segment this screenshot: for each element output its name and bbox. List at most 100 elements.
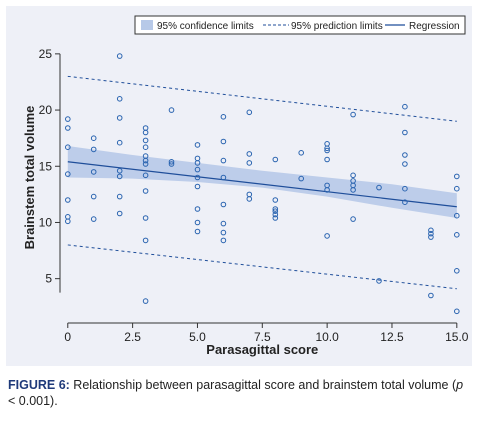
y-tick-label: 25 — [39, 47, 53, 61]
data-point — [142, 237, 149, 244]
data-point — [350, 111, 356, 118]
data-point — [402, 199, 408, 205]
data-point — [116, 53, 123, 59]
data-point — [220, 220, 227, 227]
legend-prediction-label: 95% prediction limits — [291, 21, 383, 32]
prediction-upper-line — [67, 75, 457, 122]
data-point — [142, 157, 149, 164]
y-tick-label: 20 — [39, 103, 53, 117]
data-point — [428, 234, 434, 240]
data-point — [194, 183, 201, 190]
data-point — [454, 185, 460, 192]
data-point — [65, 171, 71, 177]
x-tick-label: 0 — [64, 330, 71, 344]
data-point — [454, 173, 460, 180]
data-point — [246, 160, 253, 166]
data-point — [65, 214, 71, 220]
data-point — [402, 161, 408, 167]
data-point — [65, 218, 71, 225]
legend-regression-label: Regression — [409, 21, 460, 32]
data-point — [142, 129, 149, 136]
x-tick-label: 12.5 — [380, 330, 404, 344]
data-point — [272, 156, 279, 163]
data-point — [116, 210, 123, 217]
data-point — [428, 227, 434, 234]
data-point — [142, 298, 149, 304]
data-point — [376, 278, 382, 284]
data-point — [194, 160, 201, 166]
data-point — [65, 197, 71, 203]
data-point — [324, 145, 330, 152]
data-point — [324, 141, 330, 147]
data-point — [168, 107, 175, 113]
x-tick-label: 10.0 — [315, 330, 339, 344]
legend-confidence-label: 95% confidence limits — [157, 21, 254, 32]
data-point — [65, 125, 71, 131]
data-point — [220, 138, 227, 145]
data-point — [272, 211, 279, 218]
figure-caption: FIGURE 6: Relationship between parasagit… — [8, 377, 470, 409]
data-point — [272, 206, 279, 212]
caption-p-value: < 0.001). — [8, 394, 58, 408]
data-point — [350, 172, 356, 179]
data-point — [168, 159, 175, 165]
data-point — [402, 185, 408, 192]
data-point — [454, 268, 460, 274]
confidence-band — [67, 146, 457, 218]
data-point — [194, 174, 201, 181]
data-point — [324, 233, 330, 239]
data-point — [168, 161, 175, 167]
caption-p-symbol: p — [456, 378, 464, 392]
data-point — [324, 187, 330, 193]
y-axis-title: Brainstem total volume — [22, 106, 37, 250]
data-point — [298, 175, 305, 182]
data-point — [220, 114, 227, 120]
y-tick-label: 5 — [45, 272, 52, 286]
data-point — [142, 137, 149, 144]
data-point — [220, 201, 227, 208]
data-point — [246, 191, 253, 198]
data-point — [454, 232, 460, 238]
data-point — [90, 135, 97, 141]
x-tick-label: 5.0 — [189, 330, 206, 344]
caption-text: Relationship between parasagittal score … — [69, 378, 457, 392]
data-point — [116, 173, 123, 180]
data-point — [298, 150, 305, 156]
x-axis-title: Parasagittal score — [206, 342, 318, 357]
data-point — [142, 125, 149, 131]
data-point — [272, 215, 279, 221]
data-point — [194, 206, 201, 212]
axes-layer: 5 10 15 20 25 0 2.5 5.0 7.5 10.0 12.5 15.0 Parasagit… — [22, 47, 469, 357]
data-point — [194, 219, 201, 226]
data-point — [220, 157, 227, 164]
regression-line — [67, 161, 457, 208]
data-point — [402, 129, 408, 136]
data-point — [272, 197, 279, 203]
data-point — [142, 188, 149, 194]
data-point — [220, 237, 227, 244]
data-point — [65, 116, 71, 122]
data-point — [246, 109, 253, 116]
data-point — [350, 216, 356, 222]
data-point — [116, 96, 123, 102]
data-point — [142, 172, 149, 179]
points-layer — [65, 53, 460, 315]
data-point — [324, 147, 330, 154]
data-point — [220, 174, 227, 181]
legend: 95% confidence limits 95% prediction limi… — [134, 15, 466, 35]
data-point — [402, 152, 408, 158]
data-point — [376, 184, 382, 191]
prediction-lower-line — [67, 244, 457, 290]
line-layer — [67, 75, 457, 290]
x-tick-label: 2.5 — [124, 330, 141, 344]
data-point — [402, 103, 408, 110]
data-point — [65, 144, 71, 150]
data-point — [220, 229, 227, 236]
scatter-chart: 5 10 15 20 25 0 2.5 5.0 7.5 10.0 12.5 15.0 Parasagit… — [22, 15, 469, 357]
data-point — [116, 115, 123, 121]
data-point — [428, 230, 434, 237]
data-point — [116, 168, 123, 174]
data-point — [142, 215, 149, 221]
data-point — [194, 166, 201, 173]
